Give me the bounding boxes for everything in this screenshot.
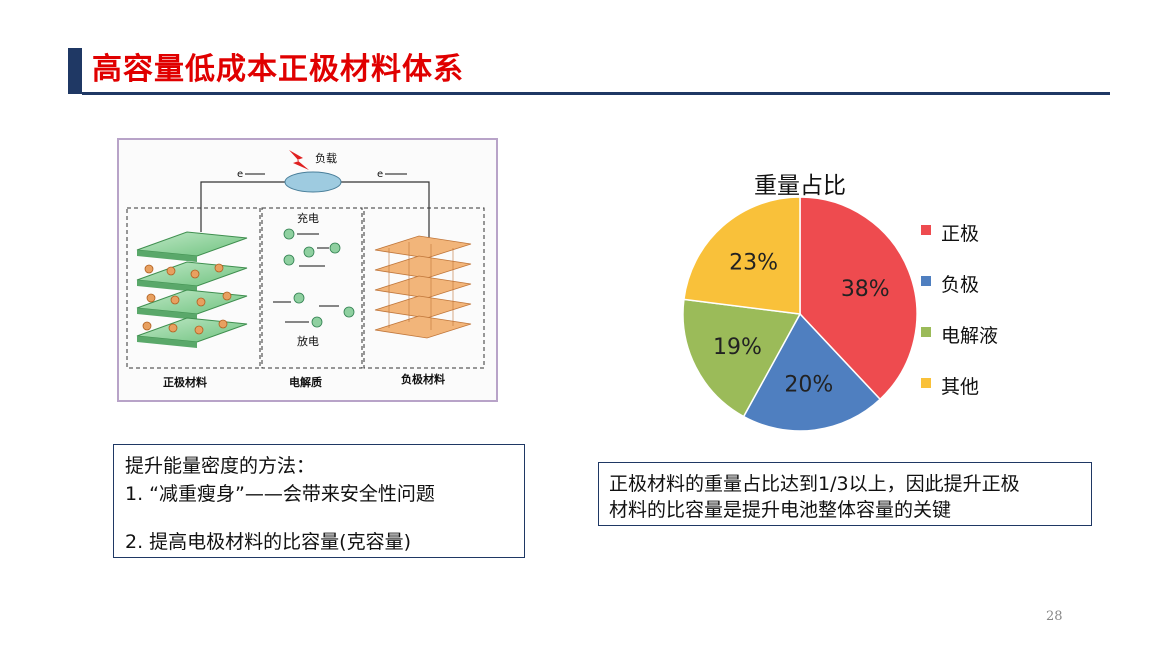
lightning-icon	[289, 150, 309, 170]
discharge-label: 放电	[297, 334, 319, 348]
pie-slice-3	[682, 298, 802, 418]
pie-data-label-1: 38%	[841, 277, 890, 302]
methods-item-1: 1. “减重瘦身”——会带来安全性问题	[125, 483, 435, 505]
pie-data-label-2: 20%	[784, 373, 833, 398]
conclusion-line-1: 正极材料的重量占比达到1/3以上，因此提升正极	[609, 473, 1020, 495]
ion-arrows	[273, 233, 339, 323]
anode-section-box	[363, 207, 485, 369]
slide-title: 高容量低成本正极材料体系	[92, 52, 464, 87]
legend-swatch	[921, 327, 931, 337]
pie-slice-4	[683, 196, 801, 315]
methods-heading: 提升能量密度的方法：	[125, 455, 316, 477]
legend-swatch	[921, 276, 931, 286]
legend-label: 负极	[941, 274, 980, 296]
cathode-section-box	[126, 207, 261, 369]
pie-slice-1	[799, 196, 918, 401]
charge-label: 充电	[297, 211, 319, 225]
circuit-wire-right	[341, 181, 430, 240]
legend-label: 电解液	[941, 325, 999, 347]
load-label: 负载	[315, 151, 337, 165]
anode-lattice	[374, 235, 472, 339]
electron-label-right: e	[377, 169, 383, 180]
cathode-layers	[136, 231, 248, 348]
legend-label: 正极	[941, 223, 980, 245]
conclusion-line-2: 材料的比容量是提升电池整体容量的关键	[609, 499, 952, 521]
electron-label-left: e	[237, 169, 243, 180]
pie-data-label-4: 23%	[729, 250, 778, 275]
methods-box: 提升能量密度的方法： 1. “减重瘦身”——会带来安全性问题 2. 提高电极材料…	[113, 444, 525, 558]
pie-data-label-3: 19%	[713, 335, 762, 360]
methods-item-2: 2. 提高电极材料的比容量(克容量)	[125, 531, 411, 553]
title-underline	[82, 92, 1110, 95]
legend-label: 其他	[941, 376, 980, 398]
title-accent-bar	[68, 48, 82, 94]
conclusion-box: 正极材料的重量占比达到1/3以上，因此提升正极 材料的比容量是提升电池整体容量的…	[598, 462, 1092, 526]
battery-diagram-svg: 负载 e e 充电	[126, 150, 485, 389]
page-number: 28	[1046, 609, 1063, 624]
chart-title: 重量占比	[754, 173, 846, 199]
circuit-wire-left	[200, 181, 285, 232]
legend-swatch	[921, 378, 931, 388]
anode-lattice-lines	[388, 242, 454, 330]
cathode-label: 正极材料	[163, 375, 207, 389]
battery-diagram: 负载 e e 充电	[117, 138, 498, 402]
electrolyte-section-box	[261, 207, 363, 369]
anode-label: 负极材料	[401, 372, 445, 386]
pie-slice-2	[742, 312, 882, 432]
electrolyte-label: 电解质	[289, 375, 322, 389]
ion-markers	[283, 228, 355, 328]
legend-swatch	[921, 225, 931, 235]
load-resistor	[284, 171, 342, 193]
